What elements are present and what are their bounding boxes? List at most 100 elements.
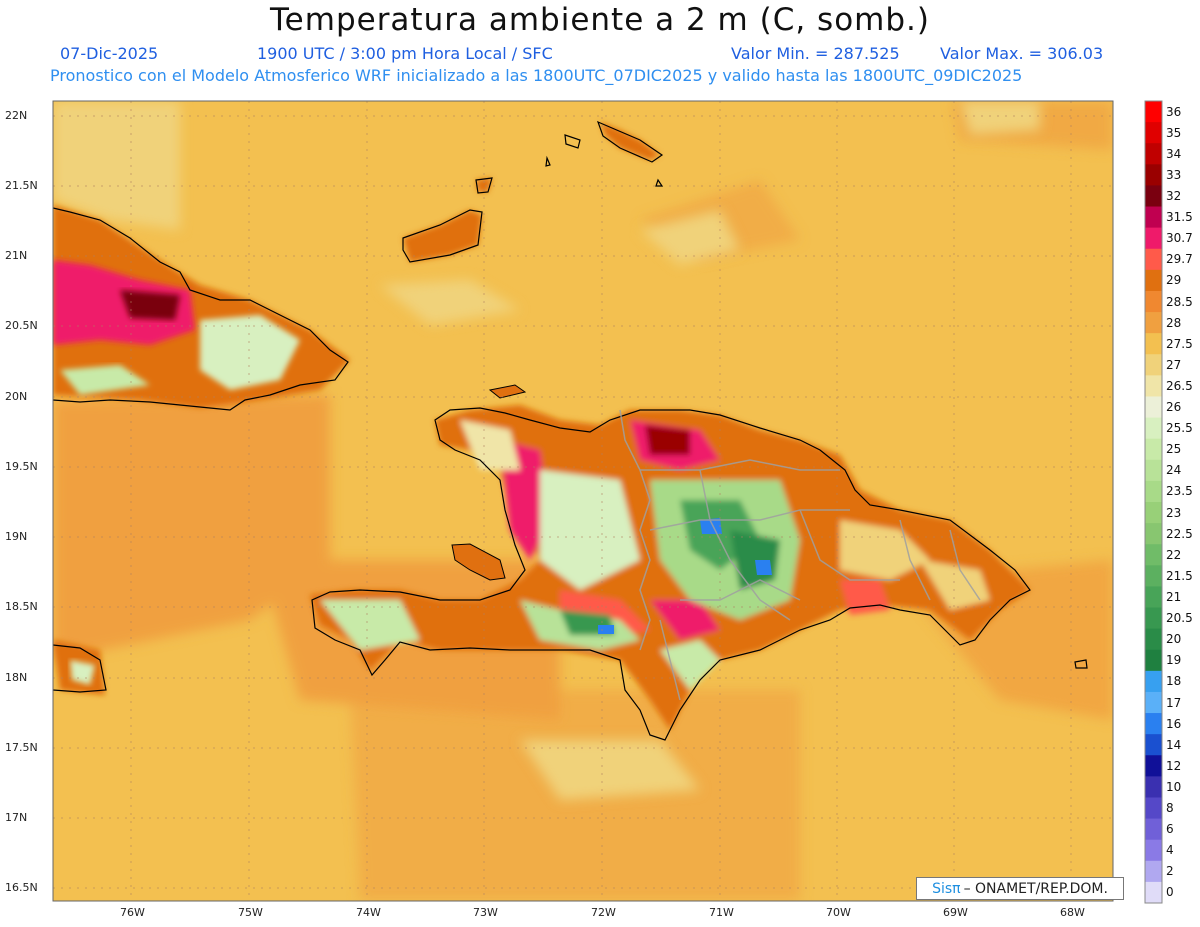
colorbar-swatch xyxy=(1145,544,1162,566)
map-frame xyxy=(52,100,1114,902)
gonave-island xyxy=(451,543,506,581)
colorbar-label: 22 xyxy=(1166,547,1182,562)
colorbar-swatch xyxy=(1145,248,1162,271)
min-value: Valor Min. = 287.525 xyxy=(731,44,900,63)
colorbar-swatch xyxy=(1145,354,1162,376)
province-borders xyxy=(619,409,981,701)
lon-label: 68W xyxy=(1060,906,1085,919)
colorbar-label: 29.7 xyxy=(1166,252,1193,267)
lat-label: 19N xyxy=(5,530,28,543)
lat-label: 17N xyxy=(5,811,28,824)
colorbar-swatch xyxy=(1145,860,1162,883)
colorbar-swatch xyxy=(1145,206,1162,229)
credit-text: – ONAMET/REP.DOM. xyxy=(963,880,1108,897)
colorbar-label: 14 xyxy=(1166,737,1182,752)
lat-label: 16.5N xyxy=(5,881,38,894)
colorbar-label: 23.5 xyxy=(1166,484,1193,499)
colorbar-swatch xyxy=(1145,502,1162,524)
lake-blue xyxy=(598,625,614,634)
colorbar-swatch xyxy=(1145,290,1162,313)
colorbar-swatch xyxy=(1145,523,1162,545)
colorbar-label: 19 xyxy=(1166,653,1182,668)
colorbar-swatch xyxy=(1145,776,1162,798)
colorbar-label: 20 xyxy=(1166,632,1182,647)
cool-ocean-patches xyxy=(53,101,1040,800)
colorbar-label: 30.7 xyxy=(1166,231,1193,246)
colorbar-label: 31.5 xyxy=(1166,210,1193,225)
colorbar-label: 27.5 xyxy=(1166,336,1193,351)
lon-label: 70W xyxy=(826,906,851,919)
colorbar-swatch xyxy=(1145,417,1162,440)
colorbar-swatch xyxy=(1145,312,1162,334)
model-description: Pronostico con el Modelo Atmosferico WRF… xyxy=(50,66,1023,85)
colorbar-swatch xyxy=(1145,755,1162,777)
colorbar-frame xyxy=(1144,100,1163,904)
colorbar-label: 20.5 xyxy=(1166,611,1193,626)
colorbar-swatch xyxy=(1145,480,1162,503)
colorbar-label: 21.5 xyxy=(1166,568,1193,583)
colorbar-swatch xyxy=(1145,269,1162,292)
lon-label: 72W xyxy=(591,906,616,919)
colorbar-swatch xyxy=(1145,143,1162,165)
colorbar-swatch xyxy=(1145,839,1162,862)
colorbar-label: 28.5 xyxy=(1166,294,1193,309)
lake-blue xyxy=(700,518,722,534)
colorbar-label: 0 xyxy=(1166,885,1174,900)
lon-label: 73W xyxy=(473,906,498,919)
lake-blue xyxy=(755,560,772,575)
colorbar-swatch xyxy=(1145,459,1162,482)
lon-label: 76W xyxy=(120,906,145,919)
colorbar-label: 12 xyxy=(1166,758,1182,773)
colorbar-label: 21 xyxy=(1166,589,1182,604)
credit-box: Sisπ – ONAMET/REP.DOM. xyxy=(916,877,1124,900)
colorbar-label: 8 xyxy=(1166,801,1174,816)
colorbar-label: 33 xyxy=(1166,167,1182,182)
colorbar-swatch xyxy=(1145,565,1162,587)
colorbar-label: 32 xyxy=(1166,188,1182,203)
colorbar-label: 10 xyxy=(1166,779,1182,794)
max-value: Valor Max. = 306.03 xyxy=(940,44,1104,63)
lon-label: 74W xyxy=(356,906,381,919)
colorbar-label: 27 xyxy=(1166,357,1182,372)
colorbar-label: 26.5 xyxy=(1166,378,1193,393)
colorbar-swatch xyxy=(1145,691,1162,714)
colorbar-swatch xyxy=(1145,670,1162,693)
colorbar-swatch xyxy=(1145,375,1162,397)
colorbar-swatch xyxy=(1145,438,1162,461)
colorbar xyxy=(1144,100,1163,904)
lat-label: 21N xyxy=(5,249,28,262)
colorbar-swatch xyxy=(1145,227,1162,250)
colorbar-label: 16 xyxy=(1166,716,1182,731)
colorbar-label: 4 xyxy=(1166,843,1174,858)
colorbar-label: 24 xyxy=(1166,463,1182,478)
lon-label: 71W xyxy=(709,906,734,919)
colorbar-label: 18 xyxy=(1166,674,1182,689)
colorbar-swatch xyxy=(1145,185,1162,208)
colorbar-swatch xyxy=(1145,396,1162,419)
colorbar-swatch xyxy=(1145,649,1162,672)
map-title: Temperatura ambiente a 2 m (C, somb.) xyxy=(270,2,930,38)
colorbar-swatch xyxy=(1145,797,1162,820)
colorbar-label: 23 xyxy=(1166,505,1182,520)
colorbar-label: 29 xyxy=(1166,273,1182,288)
colorbar-swatch xyxy=(1145,713,1162,735)
colorbar-label: 22.5 xyxy=(1166,526,1193,541)
colorbar-label: 34 xyxy=(1166,146,1182,161)
lat-label: 22N xyxy=(5,109,28,122)
colorbar-swatch xyxy=(1145,734,1162,756)
colorbar-swatch xyxy=(1145,607,1162,630)
lon-label: 75W xyxy=(238,906,263,919)
lat-label: 18N xyxy=(5,671,28,684)
colorbar-swatch xyxy=(1145,122,1162,144)
lat-label: 18.5N xyxy=(5,600,38,613)
lat-label: 19.5N xyxy=(5,460,38,473)
colorbar-swatch xyxy=(1145,881,1162,904)
colorbar-label: 25 xyxy=(1166,442,1182,457)
forecast-date: 07-Dic-2025 xyxy=(60,44,159,63)
colorbar-label: 2 xyxy=(1166,864,1174,879)
graticule xyxy=(53,101,1113,901)
lat-label: 21.5N xyxy=(5,179,38,192)
colorbar-swatch xyxy=(1145,586,1162,609)
lon-label: 69W xyxy=(943,906,968,919)
